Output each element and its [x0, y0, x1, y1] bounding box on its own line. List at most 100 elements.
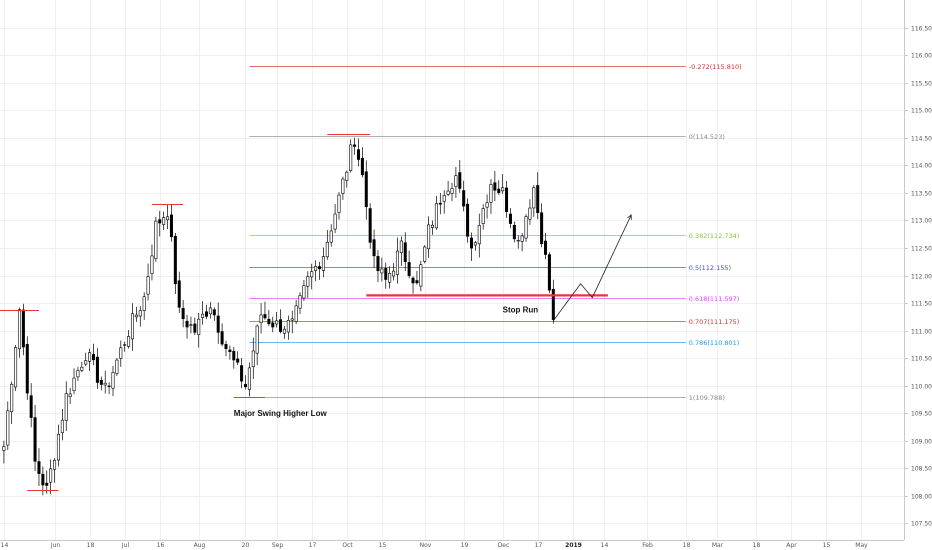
- x-tick-label: May: [855, 542, 868, 549]
- fib-level-label: 0(114.523): [689, 133, 725, 141]
- y-tick-label: 109.500: [911, 411, 932, 418]
- candle-body: [95, 356, 99, 383]
- candle-body: [177, 280, 181, 308]
- candles: [2, 137, 555, 496]
- y-tick-label: 111.000: [911, 329, 932, 336]
- candle-body: [251, 350, 255, 368]
- candle-body: [99, 379, 103, 385]
- candle-body: [314, 265, 318, 271]
- candle-body: [271, 322, 275, 328]
- candle-body: [481, 208, 485, 224]
- x-tick-label: Dec: [498, 542, 510, 549]
- candle-body: [21, 309, 25, 348]
- candle-body: [166, 216, 170, 221]
- fibonacci-levels: -0.272(115.810) 0(114.523) 0.382(112.734) 0…: [249, 63, 742, 402]
- candle-body: [473, 242, 477, 246]
- candle-body: [306, 276, 310, 287]
- x-tick-label: Feb: [642, 542, 653, 549]
- candle-body: [205, 311, 209, 317]
- candle-body: [88, 352, 92, 362]
- candle-body: [49, 468, 53, 483]
- fib-level-label: 0.707(111.175): [689, 318, 740, 326]
- candle-body: [127, 336, 131, 347]
- candle-body: [360, 157, 364, 176]
- x-tick-label: Apr: [786, 542, 797, 549]
- candle-body: [501, 187, 505, 192]
- grid: [0, 0, 904, 540]
- candle-body: [294, 305, 298, 322]
- candle-body: [434, 203, 438, 229]
- candle-body: [318, 266, 322, 270]
- candle-body: [442, 195, 446, 202]
- annotation-label: Major Swing Higher Low: [234, 409, 328, 418]
- fib-level-label: 0.382(112.734): [689, 232, 740, 240]
- candle-body: [325, 241, 329, 258]
- candle-body: [80, 366, 84, 371]
- candle-body: [220, 331, 224, 345]
- candle-body: [84, 360, 88, 365]
- candle-body: [540, 212, 544, 245]
- x-tick-label: Jul: [121, 542, 130, 549]
- candle-body: [477, 225, 481, 245]
- candle-body: [263, 314, 267, 319]
- y-tick-label: 107.500: [911, 521, 932, 528]
- x-tick-label: 14: [601, 542, 609, 549]
- candle-body: [2, 446, 6, 451]
- candle-body: [353, 144, 357, 147]
- y-tick-label: 113.500: [911, 191, 932, 198]
- candle-body: [427, 224, 431, 250]
- candle-body: [189, 324, 193, 326]
- candle-body: [524, 216, 528, 239]
- x-tick-label: 18: [683, 542, 691, 549]
- candle-body: [399, 240, 403, 254]
- fib-level-label: 0.5(112.155): [689, 264, 731, 272]
- x-tick-label: Oct: [342, 542, 353, 549]
- y-tick-label: 109.000: [911, 439, 932, 446]
- candle-body: [333, 213, 337, 230]
- x-tick-label: 19: [461, 542, 469, 549]
- candle-body: [173, 235, 177, 285]
- y-tick-label: 110.500: [911, 356, 932, 363]
- fib-level-label: 0.786(110.801): [689, 339, 740, 347]
- candle-body: [469, 237, 473, 249]
- candle-body: [10, 383, 14, 413]
- candle-body: [345, 171, 349, 181]
- candle-body: [403, 242, 407, 263]
- candle-body: [212, 309, 216, 316]
- candle-body: [279, 319, 283, 332]
- candle-body: [103, 382, 107, 386]
- candle-body: [458, 172, 462, 189]
- candle-body: [236, 358, 240, 363]
- candle-body: [392, 270, 396, 277]
- candle-body: [302, 285, 306, 299]
- candle-body: [282, 328, 286, 334]
- y-tick-label: 113.000: [911, 218, 932, 225]
- y-tick-label: 112.500: [911, 246, 932, 253]
- candle-body: [111, 372, 115, 389]
- annotation-label: Stop Run: [503, 305, 539, 314]
- candle-body: [25, 344, 29, 394]
- candle-body: [310, 271, 314, 278]
- candle-body: [547, 254, 551, 291]
- candle-body: [505, 187, 509, 212]
- candle-body: [138, 310, 142, 317]
- candle-body: [450, 188, 454, 194]
- candle-body: [53, 460, 57, 470]
- x-tick-label: 14: [1, 542, 9, 549]
- y-tick-label: 110.000: [911, 384, 932, 391]
- candle-body: [528, 207, 532, 220]
- projection-arrowhead: [627, 214, 632, 220]
- fib-level-label: 0.618(111.597): [689, 295, 740, 303]
- candle-body: [341, 178, 345, 194]
- candle-body: [493, 182, 497, 191]
- candle-body: [520, 235, 524, 242]
- candle-body: [193, 323, 197, 333]
- candle-body: [14, 347, 18, 388]
- candle-body: [107, 385, 111, 388]
- candle-body: [228, 349, 232, 352]
- candle-body: [162, 217, 166, 225]
- candle-body: [64, 393, 68, 421]
- candle-body: [512, 224, 516, 240]
- candle-body: [115, 359, 119, 374]
